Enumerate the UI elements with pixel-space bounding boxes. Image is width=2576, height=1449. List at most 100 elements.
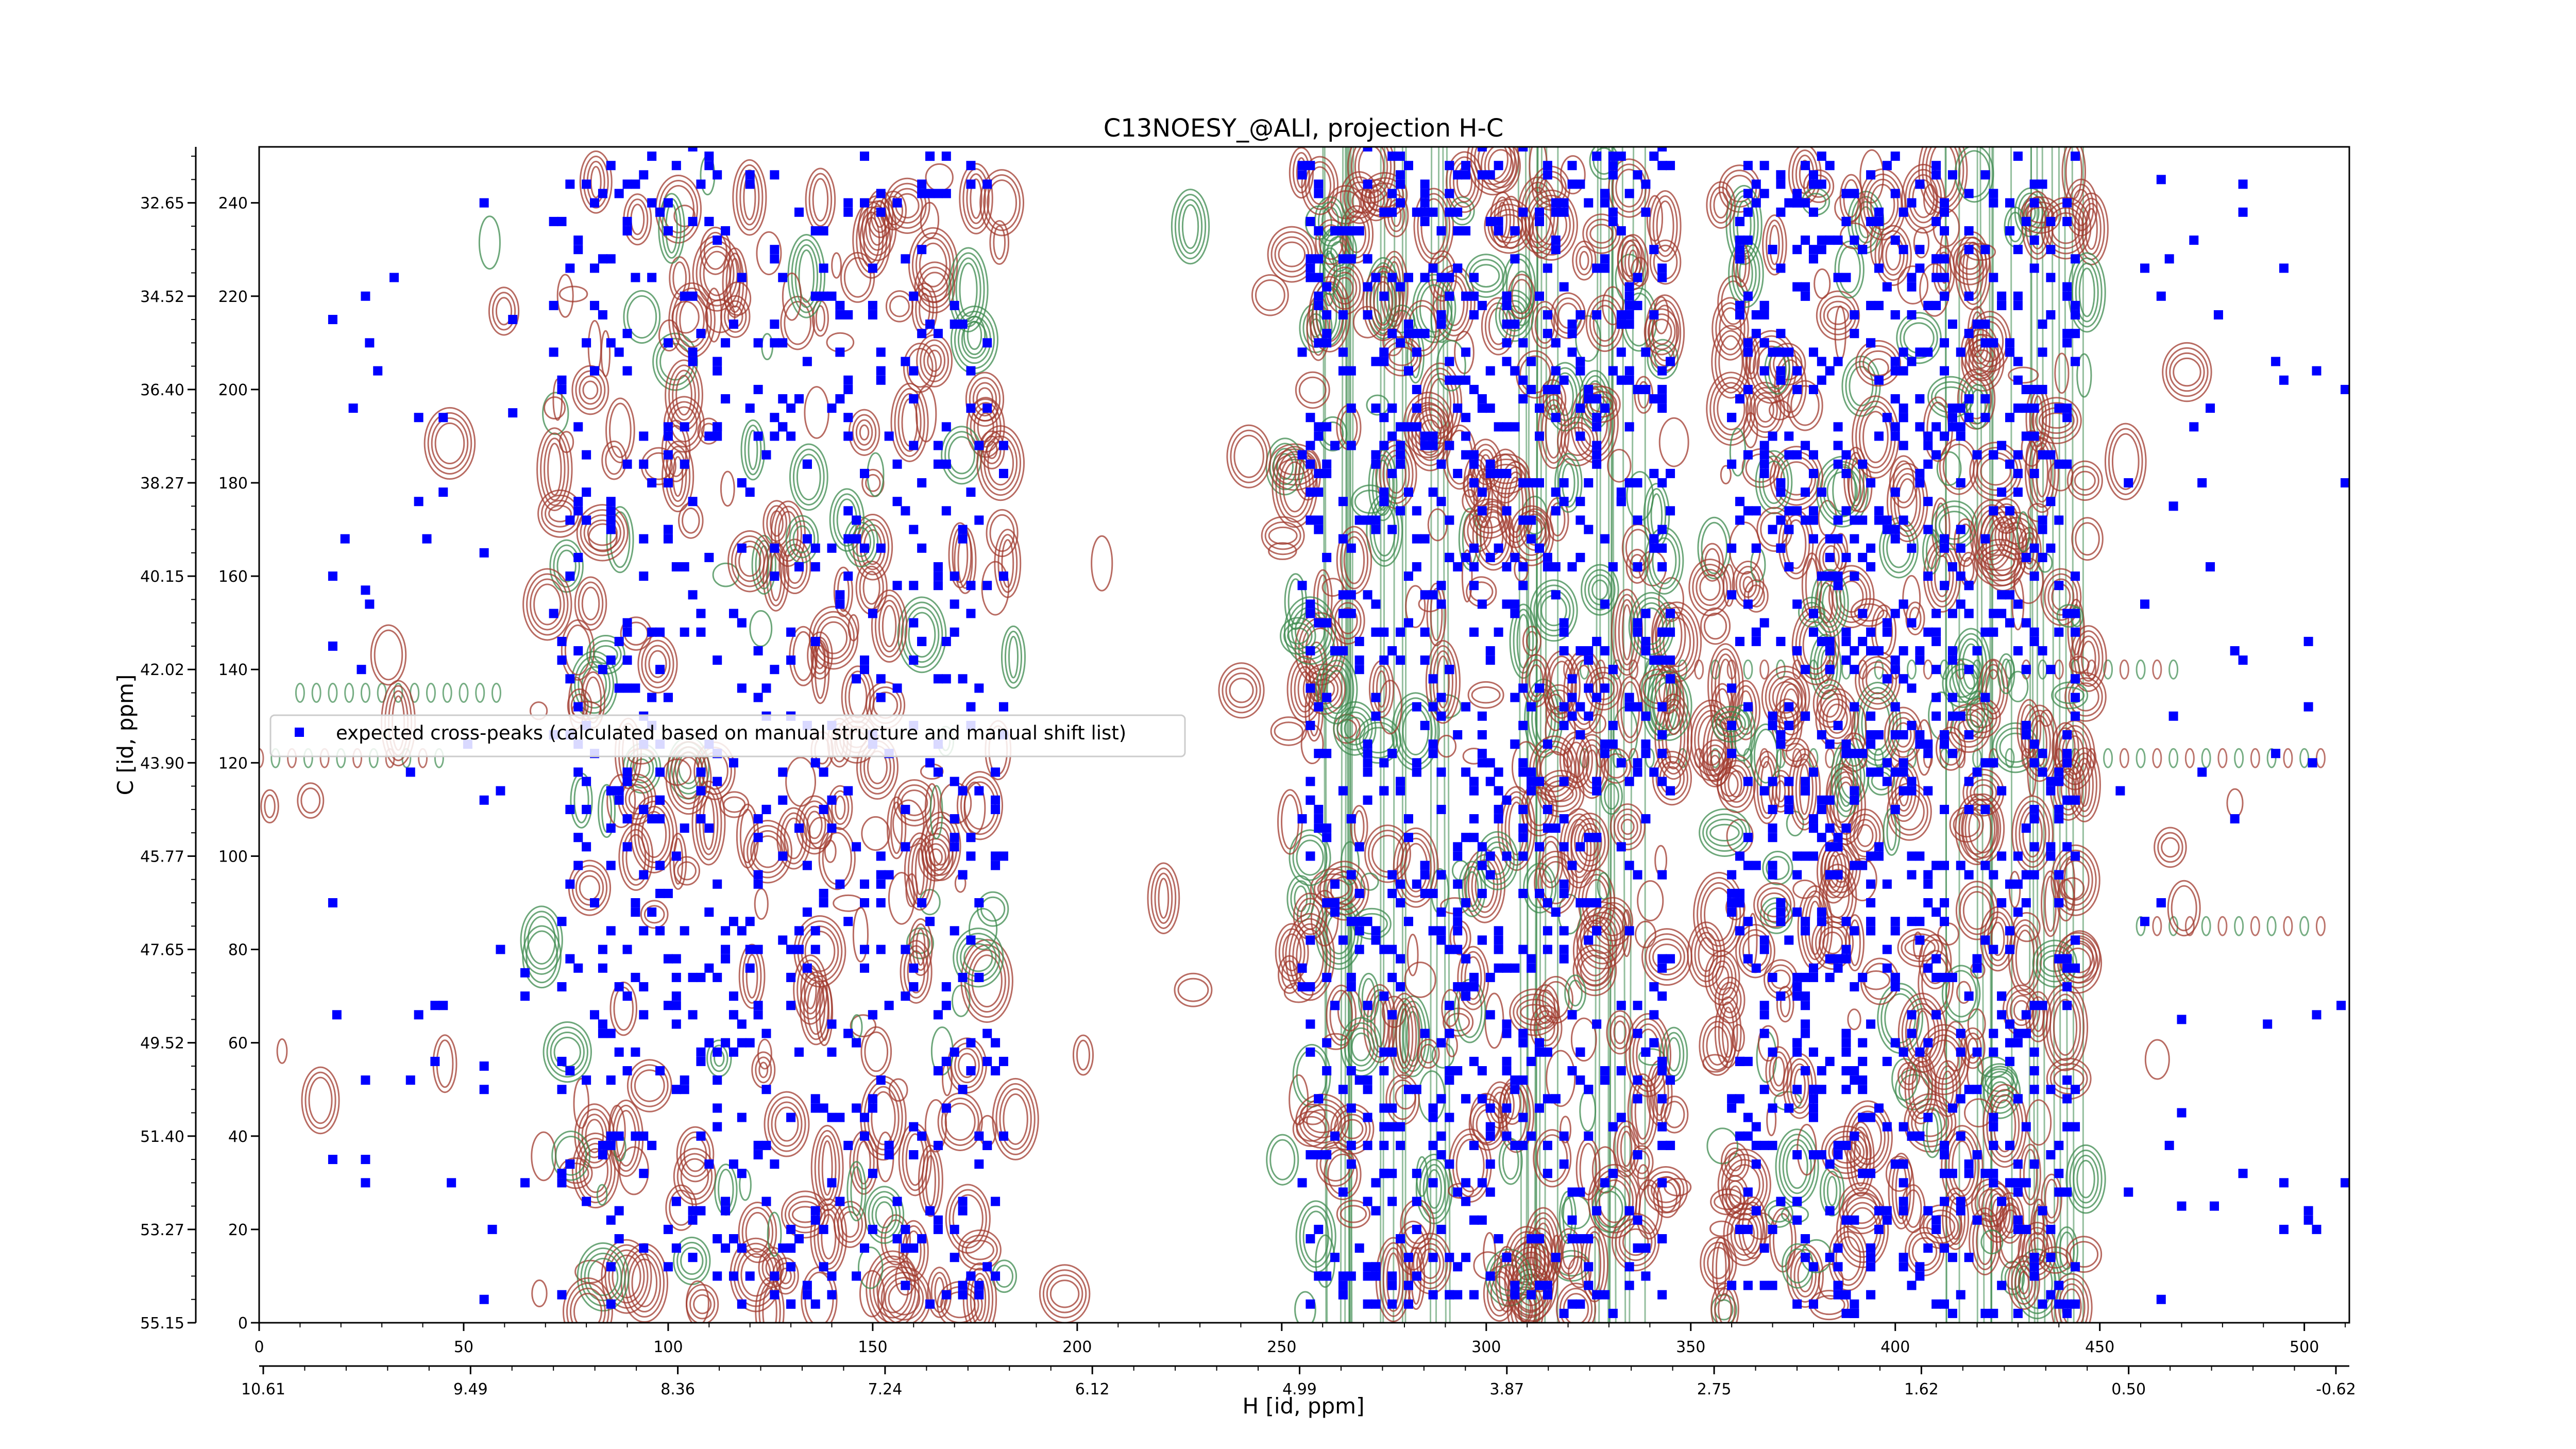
cross-peak-marker xyxy=(1518,767,1528,777)
cross-peak-marker xyxy=(991,1197,1001,1206)
cross-peak-marker xyxy=(1768,245,1777,255)
cross-peak-marker xyxy=(1445,357,1454,366)
peak-contour xyxy=(673,1148,717,1205)
peak-contour xyxy=(2053,1068,2084,1090)
cross-peak-marker xyxy=(1575,1187,1585,1197)
cross-peak-marker xyxy=(1657,1140,1667,1150)
cross-peak-marker xyxy=(1768,720,1777,730)
cross-peak-marker xyxy=(1494,1234,1503,1243)
cross-peak-marker xyxy=(1477,1215,1487,1225)
cross-peak-marker xyxy=(1314,823,1324,833)
peak-contour xyxy=(1274,721,1303,741)
cross-peak-marker xyxy=(1535,431,1545,441)
cross-peak-marker xyxy=(1412,1169,1421,1178)
peak-contour xyxy=(1688,558,1732,616)
cross-peak-marker xyxy=(1833,870,1843,880)
peak-contour xyxy=(1969,389,1986,425)
peak-contour xyxy=(665,445,691,508)
peak-contour xyxy=(981,561,1010,616)
cross-peak-marker xyxy=(2013,1094,2023,1104)
peak-contour xyxy=(260,789,279,823)
peak-contour xyxy=(959,163,993,234)
cross-peak-marker xyxy=(622,329,632,339)
cross-peak-marker xyxy=(745,170,755,180)
peak-contour xyxy=(806,811,823,839)
cross-peak-marker xyxy=(1956,1094,1965,1104)
cross-peak-marker xyxy=(1575,842,1585,852)
peak-contour xyxy=(941,1098,979,1146)
cross-peak-marker xyxy=(1956,422,1965,432)
cross-peak-marker xyxy=(1890,235,1900,245)
cross-peak-marker xyxy=(1412,702,1421,712)
cross-peak-marker xyxy=(1412,1271,1421,1281)
cross-peak-marker xyxy=(655,795,665,805)
cross-peak-marker xyxy=(1428,1178,1438,1188)
cross-peak-marker xyxy=(917,1234,927,1243)
cross-peak-marker xyxy=(1899,1047,1908,1057)
cross-peak-marker xyxy=(655,767,665,777)
peak-contour xyxy=(1222,667,1261,714)
peak-contour xyxy=(597,784,616,838)
cross-peak-marker xyxy=(1592,310,1602,319)
cross-peak-marker xyxy=(1575,646,1585,655)
cross-peak-marker xyxy=(892,497,902,507)
cross-peak-marker xyxy=(1792,198,1802,208)
cross-peak-marker xyxy=(1931,954,1941,964)
cross-peak-marker xyxy=(1453,917,1463,926)
cross-peak-marker xyxy=(1436,935,1446,945)
cross-peak-marker xyxy=(786,1262,796,1272)
cross-peak-marker xyxy=(1735,888,1745,898)
peak-contour xyxy=(2078,763,2090,807)
cross-peak-marker xyxy=(819,226,828,235)
peak-contour xyxy=(1687,921,1725,988)
cross-peak-marker xyxy=(1412,422,1421,432)
cross-peak-marker xyxy=(655,207,665,217)
cross-peak-marker xyxy=(721,1038,731,1048)
cross-peak-marker xyxy=(1633,1243,1642,1253)
cross-peak-marker xyxy=(1947,1169,1957,1178)
cross-peak-marker xyxy=(991,1066,1001,1075)
cross-peak-marker xyxy=(1403,273,1413,282)
cross-peak-marker xyxy=(1461,170,1471,180)
cross-peak-marker xyxy=(966,161,976,171)
cross-peak-marker xyxy=(1403,917,1413,926)
cross-peak-marker xyxy=(1494,767,1503,777)
cross-peak-marker xyxy=(2005,879,2015,889)
peak-contour xyxy=(744,424,762,476)
cross-peak-marker xyxy=(1947,609,1957,618)
cross-peak-marker xyxy=(1866,562,1876,571)
peak-contour xyxy=(1592,897,1634,947)
peak-contour xyxy=(1702,1021,1733,1071)
peak-contour xyxy=(1255,279,1285,311)
peak-contour xyxy=(1420,198,1447,255)
peak-contour xyxy=(1264,521,1301,550)
cross-peak-marker xyxy=(1743,833,1753,843)
cross-peak-marker xyxy=(639,571,649,581)
peak-contour xyxy=(2019,1143,2041,1206)
peak-contour xyxy=(2072,189,2091,226)
peak-contour xyxy=(1540,751,1569,787)
cross-peak-marker xyxy=(1584,198,1594,208)
cross-peak-marker xyxy=(1371,926,1381,936)
cross-peak-marker xyxy=(1850,861,1859,870)
peak-contour xyxy=(1717,1149,1771,1221)
cross-peak-marker xyxy=(1502,851,1512,861)
cross-peak-marker xyxy=(827,1113,837,1122)
cross-peak-marker xyxy=(2071,609,2080,618)
cross-peak-marker xyxy=(1633,1215,1642,1225)
peak-contour xyxy=(1707,1246,1730,1279)
cross-peak-marker xyxy=(1510,963,1520,973)
cross-peak-marker xyxy=(1461,767,1471,777)
peak-contour xyxy=(1369,276,1397,331)
peak-contour xyxy=(1941,965,1981,1023)
cross-peak-marker xyxy=(1808,207,1818,217)
peak-contour xyxy=(1495,1245,1518,1312)
cross-peak-marker xyxy=(1866,300,1876,310)
peak-contour xyxy=(864,1031,889,1072)
peak-contour xyxy=(580,509,625,557)
cross-peak-marker xyxy=(917,179,927,189)
cross-peak-marker xyxy=(1817,375,1826,385)
cross-peak-marker xyxy=(1915,245,1925,255)
cross-peak-marker xyxy=(688,1215,698,1225)
cross-peak-marker xyxy=(2013,1178,2023,1188)
